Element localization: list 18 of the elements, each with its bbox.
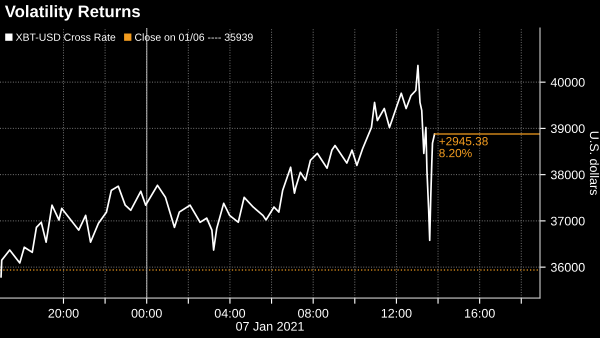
x-tick-label: 16:00: [464, 308, 495, 318]
line-series: [0, 64, 436, 278]
x-tick-label: 12:00: [382, 308, 412, 318]
y-tick-label: 38000: [550, 170, 585, 180]
y-axis-title: U.S. dollars: [590, 132, 600, 195]
legend-label: XBT-USD Cross Rate: [16, 34, 116, 41]
y-tick-label: 40000: [550, 78, 585, 87]
x-tick-label: 00:00: [132, 308, 162, 318]
x-tick-label: 08:00: [298, 308, 328, 318]
y-tick-label: 37000: [550, 216, 585, 226]
x-tick-label: 04:00: [214, 308, 246, 318]
annotation: +2945.38 8.20%: [439, 137, 488, 158]
y-tick-label: 36000: [550, 262, 585, 272]
y-tick-label: 39000: [550, 124, 585, 134]
legend-label: Close on 01/06 ---- 35939: [135, 33, 253, 41]
x-tick-label: 20:00: [48, 308, 79, 318]
x-axis-title: 07 Jan 2021: [236, 322, 304, 331]
chart-title: Volatility Returns: [4, 5, 140, 21]
